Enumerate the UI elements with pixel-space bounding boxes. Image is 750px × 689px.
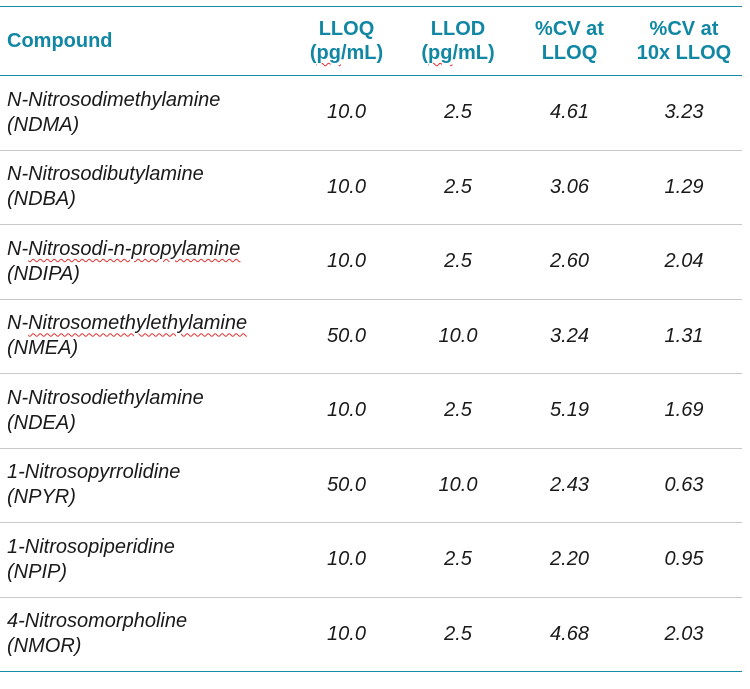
cv-lloq-cell: 2.20 [513, 522, 626, 598]
cv-10x-cell: 1.31 [626, 299, 742, 374]
table-body: N-Nitrosodimethylamine (NDMA) 10.0 2.5 4.61 3… [0, 75, 742, 672]
cv-lloq-cell: 2.60 [513, 224, 626, 300]
table-row: N-Nitrosodibutylamine (NDBA) 10.0 2.5 3.06 1.… [0, 150, 742, 225]
header-cv-10x: %CV at 10x LLOQ [626, 6, 742, 76]
compound-name: N-Nitrosodi-n-propylamine [7, 237, 241, 260]
cv-lloq-cell: 4.68 [513, 597, 626, 672]
llod-cell: 2.5 [403, 522, 513, 598]
compound-cell: N-Nitrosomethylethylamine (NMEA) [0, 299, 290, 374]
compound-name: 4-Nitrosomorpholine [7, 610, 188, 633]
compound-abbreviation: (NDIPA) [7, 262, 80, 285]
header-llod-line1: LLOD [430, 18, 486, 40]
table-row: N-Nitrosodimethylamine (NDMA) 10.0 2.5 4.61 3… [0, 75, 742, 151]
header-llod-line2: (pg/mL) [421, 42, 495, 64]
header-cv-lloq-line1: %CV at [535, 18, 604, 40]
cv-lloq-cell: 3.24 [513, 299, 626, 374]
spellcheck-underline: Nitrosodi-n-propylamine [28, 237, 241, 260]
compound-abbreviation: (NDMA) [7, 113, 80, 136]
nitrosamine-sensitivity-table: Compound LLOQ (pg/mL) LLOD (pg/mL) %CV a… [0, 6, 742, 672]
header-cv-lloq: %CV at LLOQ [513, 6, 626, 76]
table-header: Compound LLOQ (pg/mL) LLOD (pg/mL) %CV a… [0, 6, 742, 76]
compound-abbreviation: (NPYR) [7, 486, 76, 509]
header-lloq-unit: pg [316, 42, 341, 64]
table-row: N-Nitrosodi-n-propylamine (NDIPA) 10.0 2.5 2… [0, 224, 742, 300]
cv-10x-cell: 2.03 [626, 597, 742, 672]
lloq-cell: 10.0 [290, 522, 403, 598]
compound-cell: 4-Nitrosomorpholine (NMOR) [0, 597, 290, 672]
lloq-cell: 50.0 [290, 299, 403, 374]
compound-abbreviation: (NDEA) [7, 411, 76, 434]
compound-abbreviation: (NPIP) [7, 560, 67, 583]
compound-cell: N-Nitrosodi-n-propylamine (NDIPA) [0, 224, 290, 300]
header-lloq-line2: (pg/mL) [309, 42, 384, 64]
compound-cell: N-Nitrosodibutylamine (NDBA) [0, 150, 290, 225]
llod-cell: 2.5 [403, 75, 513, 151]
compound-abbreviation: (NMEA) [7, 337, 79, 360]
lloq-cell: 10.0 [290, 150, 403, 225]
compound-abbreviation: (NMOR) [7, 635, 82, 658]
compound-cell: 1-Nitrosopyrrolidine (NPYR) [0, 448, 290, 523]
cv-lloq-cell: 4.61 [513, 75, 626, 151]
llod-cell: 10.0 [403, 448, 513, 523]
header-llod: LLOD (pg/mL) [403, 6, 513, 76]
llod-cell: 2.5 [403, 224, 513, 300]
cv-lloq-cell: 3.06 [513, 150, 626, 225]
compound-name: N-Nitrosodibutylamine [7, 163, 204, 186]
table-row: N-Nitrosomethylethylamine (NMEA) 50.0 10.0 3… [0, 299, 742, 374]
compound-name: N-Nitrosodiethylamine [7, 386, 204, 409]
lloq-cell: 10.0 [290, 373, 403, 449]
llod-cell: 10.0 [403, 299, 513, 374]
llod-cell: 2.5 [403, 373, 513, 449]
table-row: 4-Nitrosomorpholine (NMOR) 10.0 2.5 4.68 2.03 [0, 597, 742, 672]
llod-cell: 2.5 [403, 150, 513, 225]
lloq-cell: 10.0 [290, 597, 403, 672]
table-row: N-Nitrosodiethylamine (NDEA) 10.0 2.5 5.19 1.… [0, 373, 742, 449]
header-lloq-line1: LLOQ [318, 18, 375, 40]
compound-cell: N-Nitrosodiethylamine (NDEA) [0, 373, 290, 449]
compound-abbreviation: (NDBA) [7, 188, 76, 211]
table-row: 1-Nitrosopiperidine (NPIP) 10.0 2.5 2.20 0.95 [0, 522, 742, 598]
compound-cell: 1-Nitrosopiperidine (NPIP) [0, 522, 290, 598]
header-row: Compound LLOQ (pg/mL) LLOD (pg/mL) %CV a… [0, 6, 742, 76]
compound-name: 1-Nitrosopiperidine [7, 535, 175, 558]
compound-name: N-Nitrosodimethylamine [7, 88, 221, 111]
compound-name: 1-Nitrosopyrrolidine [7, 461, 181, 484]
lloq-cell: 50.0 [290, 448, 403, 523]
header-cv-10x-line1: %CV at [649, 18, 719, 40]
header-compound: Compound [0, 6, 290, 76]
cv-lloq-cell: 2.43 [513, 448, 626, 523]
cv-10x-cell: 0.63 [626, 448, 742, 523]
compound-cell: N-Nitrosodimethylamine (NDMA) [0, 75, 290, 151]
cv-10x-cell: 1.69 [626, 373, 742, 449]
header-compound-label: Compound [7, 30, 113, 52]
header-cv-10x-line2: 10x LLOQ [636, 42, 732, 64]
cv-10x-cell: 3.23 [626, 75, 742, 151]
cv-10x-cell: 1.29 [626, 150, 742, 225]
compound-name: N-Nitrosomethylethylamine [7, 312, 248, 335]
lloq-cell: 10.0 [290, 75, 403, 151]
lloq-cell: 10.0 [290, 224, 403, 300]
spellcheck-underline: Nitrosomethylethylamine [28, 312, 248, 335]
header-lloq: LLOQ (pg/mL) [290, 6, 403, 76]
header-cv-lloq-line2: LLOQ [541, 42, 598, 64]
cv-10x-cell: 0.95 [626, 522, 742, 598]
llod-cell: 2.5 [403, 597, 513, 672]
header-llod-unit: pg [428, 42, 453, 64]
cv-10x-cell: 2.04 [626, 224, 742, 300]
table-row: 1-Nitrosopyrrolidine (NPYR) 50.0 10.0 2.43 0.… [0, 448, 742, 523]
cv-lloq-cell: 5.19 [513, 373, 626, 449]
